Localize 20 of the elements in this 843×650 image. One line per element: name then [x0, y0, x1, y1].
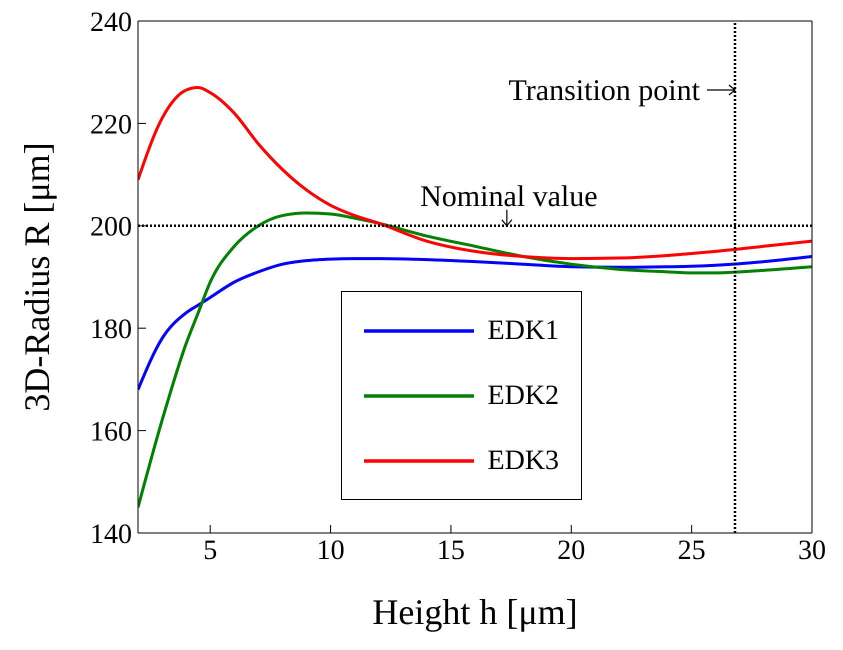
y-tick-label: 240 — [90, 6, 132, 38]
ref-line-label: Nominal value — [420, 180, 598, 213]
y-tick-label: 160 — [90, 416, 132, 448]
x-tick-label: 25 — [678, 534, 706, 566]
legend-label: EDK3 — [488, 444, 560, 477]
line-series — [138, 212, 812, 509]
y-tick-label: 220 — [90, 109, 132, 140]
y-tick-label: 200 — [90, 212, 132, 243]
x-tick-label: 5 — [203, 534, 218, 566]
ref-line-label: Transition point — [508, 74, 701, 107]
y-tick-label: 180 — [90, 314, 132, 346]
x-tick-label: 10 — [316, 534, 345, 566]
legend-label: EDK1 — [488, 314, 560, 347]
legend-label: EDK2 — [488, 380, 560, 412]
x-tick-label: 30 — [798, 534, 826, 566]
y-tick-label: 140 — [90, 518, 132, 550]
x-tick-label: 20 — [557, 534, 586, 566]
y-axis-title: 3D-Radius R [μm] — [16, 142, 57, 412]
x-tick-label: 15 — [436, 534, 465, 566]
x-axis-title: Height h [μm] — [372, 592, 578, 632]
